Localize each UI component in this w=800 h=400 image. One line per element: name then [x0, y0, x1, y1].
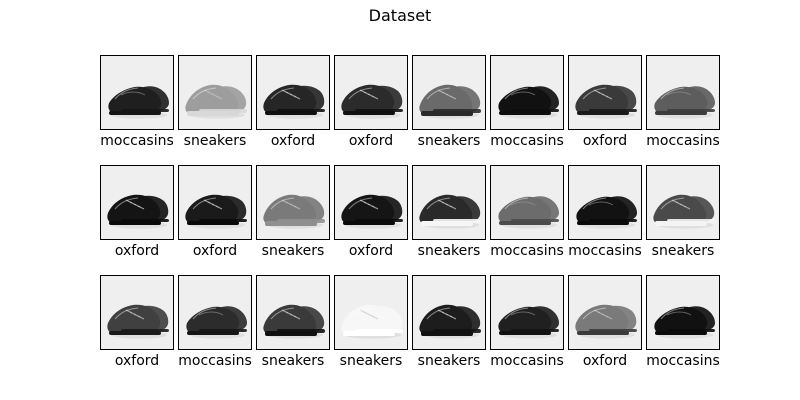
- grid-cell: moccasins: [646, 55, 720, 165]
- shoe-image: [568, 165, 642, 240]
- grid-cell: oxford: [256, 55, 330, 165]
- grid-cell: moccasins: [178, 275, 252, 385]
- shoe-image: [100, 55, 174, 130]
- shoe-thumbnail: [647, 276, 719, 349]
- shoe-image: [256, 55, 330, 130]
- shoe-image: [646, 55, 720, 130]
- shoe-thumbnail: [335, 56, 407, 129]
- shoe-image: [412, 55, 486, 130]
- image-label: sneakers: [417, 243, 481, 259]
- shoe-thumbnail: [413, 56, 485, 129]
- shoe-thumbnail: [569, 276, 641, 349]
- image-label: moccasins: [646, 133, 720, 149]
- image-label: oxford: [270, 133, 316, 149]
- shoe-thumbnail: [569, 166, 641, 239]
- grid-cell: sneakers: [256, 275, 330, 385]
- shoe-image: [334, 165, 408, 240]
- image-label: sneakers: [183, 133, 247, 149]
- shoe-thumbnail: [179, 276, 251, 349]
- shoe-image: [412, 275, 486, 350]
- shoe-thumbnail: [647, 56, 719, 129]
- grid-cell: sneakers: [646, 165, 720, 275]
- shoe-thumbnail: [101, 56, 173, 129]
- shoe-image: [256, 165, 330, 240]
- shoe-thumbnail: [491, 166, 563, 239]
- shoe-thumbnail: [179, 56, 251, 129]
- image-label: moccasins: [490, 133, 564, 149]
- shoe-thumbnail: [569, 56, 641, 129]
- image-label: oxford: [582, 353, 628, 369]
- image-label: moccasins: [178, 353, 252, 369]
- grid-cell: moccasins: [568, 165, 642, 275]
- grid-cell: oxford: [100, 165, 174, 275]
- image-label: oxford: [348, 133, 394, 149]
- shoe-image: [100, 165, 174, 240]
- image-label: oxford: [114, 353, 160, 369]
- grid-cell: oxford: [334, 165, 408, 275]
- grid-cell: moccasins: [490, 55, 564, 165]
- image-label: sneakers: [339, 353, 403, 369]
- image-label: oxford: [348, 243, 394, 259]
- grid-cell: oxford: [178, 165, 252, 275]
- shoe-thumbnail: [257, 276, 329, 349]
- grid-cell: sneakers: [256, 165, 330, 275]
- grid-cell: moccasins: [490, 275, 564, 385]
- image-label: moccasins: [646, 353, 720, 369]
- grid-cell: moccasins: [490, 165, 564, 275]
- image-label: moccasins: [100, 133, 174, 149]
- image-label: sneakers: [261, 353, 325, 369]
- shoe-thumbnail: [647, 166, 719, 239]
- image-label: oxford: [114, 243, 160, 259]
- shoe-thumbnail: [335, 276, 407, 349]
- shoe-image: [178, 275, 252, 350]
- grid-cell: moccasins: [646, 275, 720, 385]
- grid-cell: oxford: [568, 275, 642, 385]
- shoe-image: [646, 165, 720, 240]
- shoe-image: [568, 275, 642, 350]
- shoe-thumbnail: [491, 276, 563, 349]
- image-label: moccasins: [490, 353, 564, 369]
- shoe-image: [334, 55, 408, 130]
- shoe-thumbnail: [413, 166, 485, 239]
- shoe-image: [490, 165, 564, 240]
- shoe-thumbnail: [179, 166, 251, 239]
- shoe-thumbnail: [257, 56, 329, 129]
- image-grid: moccasins sneakers oxford oxford sneakers moc…: [100, 55, 722, 385]
- image-label: oxford: [582, 133, 628, 149]
- grid-cell: sneakers: [178, 55, 252, 165]
- shoe-image: [568, 55, 642, 130]
- figure-title: Dataset: [368, 6, 432, 25]
- shoe-thumbnail: [413, 276, 485, 349]
- shoe-thumbnail: [257, 166, 329, 239]
- image-label: sneakers: [417, 353, 481, 369]
- shoe-image: [334, 275, 408, 350]
- grid-cell: sneakers: [412, 165, 486, 275]
- shoe-thumbnail: [335, 166, 407, 239]
- shoe-image: [100, 275, 174, 350]
- grid-cell: oxford: [334, 55, 408, 165]
- shoe-image: [178, 165, 252, 240]
- shoe-thumbnail: [491, 56, 563, 129]
- image-label: sneakers: [651, 243, 715, 259]
- grid-cell: oxford: [568, 55, 642, 165]
- image-label: moccasins: [568, 243, 642, 259]
- shoe-image: [178, 55, 252, 130]
- shoe-image: [646, 275, 720, 350]
- shoe-thumbnail: [101, 276, 173, 349]
- image-label: sneakers: [261, 243, 325, 259]
- image-label: sneakers: [417, 133, 481, 149]
- grid-cell: oxford: [100, 275, 174, 385]
- shoe-image: [412, 165, 486, 240]
- grid-cell: sneakers: [334, 275, 408, 385]
- grid-cell: sneakers: [412, 55, 486, 165]
- grid-cell: moccasins: [100, 55, 174, 165]
- image-label: moccasins: [490, 243, 564, 259]
- shoe-image: [490, 275, 564, 350]
- shoe-image: [256, 275, 330, 350]
- grid-cell: sneakers: [412, 275, 486, 385]
- image-label: oxford: [192, 243, 238, 259]
- shoe-thumbnail: [101, 166, 173, 239]
- shoe-image: [490, 55, 564, 130]
